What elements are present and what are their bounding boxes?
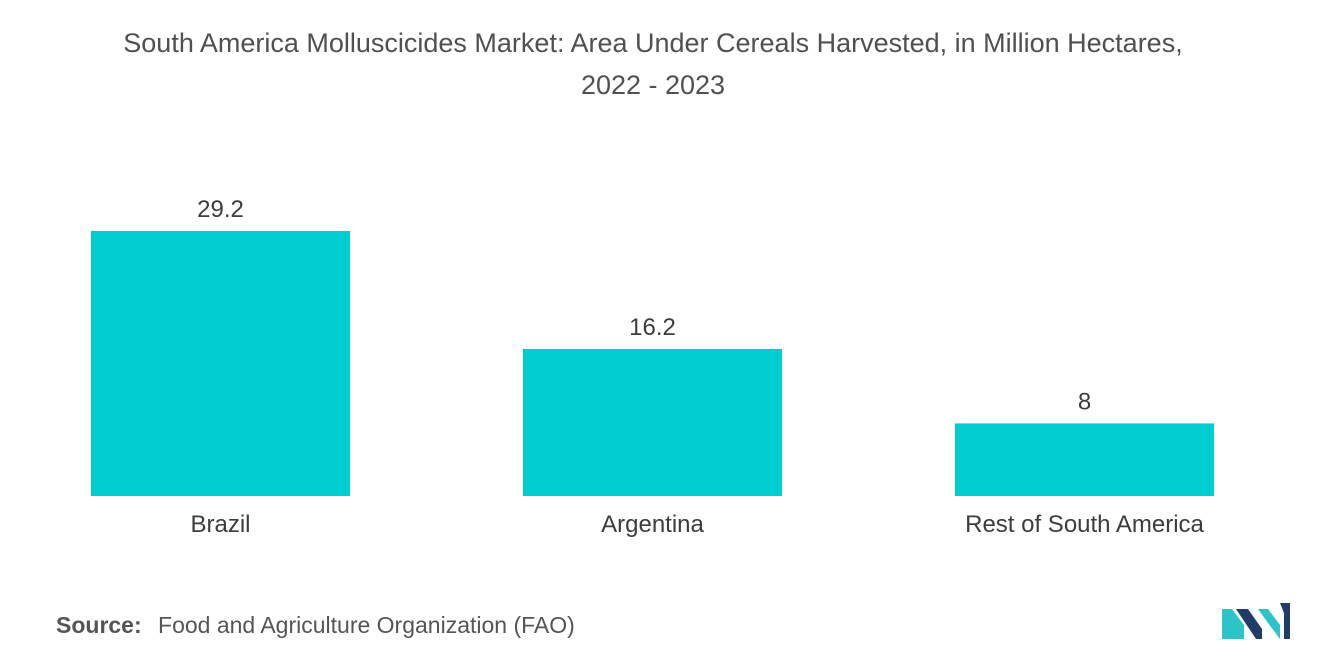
value-label: 29.2: [197, 196, 244, 223]
bar-rest-of-south-america: [955, 423, 1214, 496]
logo-shape-4: [1280, 603, 1290, 639]
value-label: 8: [1078, 388, 1091, 415]
bar-chart: 29.2 Brazil 16.2 Argentina 8 Rest of South Am…: [91, 196, 1214, 538]
brand-logo-icon: [1222, 603, 1290, 644]
logo-shape-3: [1258, 609, 1280, 639]
source-text: Food and Agriculture Organization (FAO): [158, 612, 575, 638]
category-label: Argentina: [601, 511, 704, 538]
chart-title-line-1: South America Molluscicides Market: Area…: [123, 28, 1183, 58]
bar-argentina: [523, 348, 782, 496]
chart-title: South America Molluscicides Market: Area…: [0, 22, 1306, 106]
category-label: Rest of South America: [965, 511, 1204, 538]
source-label: Source:: [56, 612, 142, 638]
logo-shape-1: [1222, 609, 1244, 639]
value-label: 16.2: [629, 314, 676, 341]
logo-shape-2: [1236, 609, 1262, 639]
category-label: Brazil: [190, 511, 250, 538]
bar-brazil: [91, 231, 350, 496]
chart-subtitle: 2022 - 2023: [580, 70, 726, 100]
source-note: Source: Food and Agriculture Organizatio…: [56, 612, 575, 639]
